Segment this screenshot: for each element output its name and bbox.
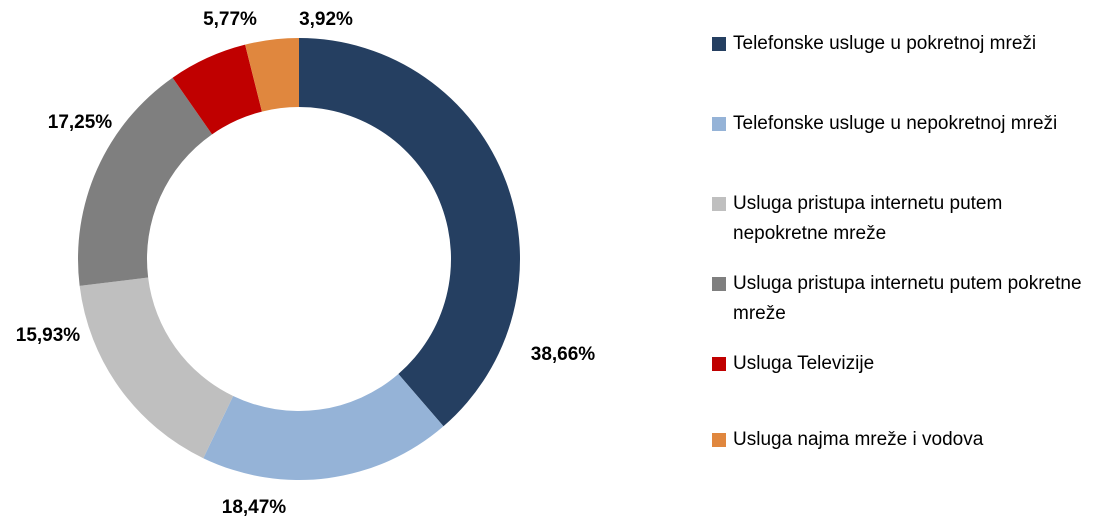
legend-entry: Telefonske usluge u nepokretnoj mreži [712,109,1082,139]
legend-entry: Usluga Televizije [712,349,1082,379]
donut-segment [172,44,262,135]
data-label: 3,92% [299,9,353,30]
donut-segment [299,38,520,427]
legend-label: Telefonske usluge u nepokretnoj mreži [733,113,1058,134]
legend-swatch [712,197,726,211]
legend-swatch [712,433,726,447]
legend-label: Usluga Televizije [733,353,875,374]
legend-entry: Usluga pristupa internetu putem nepokret… [712,189,1082,249]
donut-segment [79,277,234,459]
legend-entry: Usluga najma mreže i vodova [712,425,1082,455]
legend-swatch [712,37,726,51]
legend-label: Usluga pristupa internetu putem pokretne… [733,273,1082,324]
legend-label: Telefonske usluge u pokretnoj mreži [733,33,1037,54]
donut-segment [203,374,444,481]
donut-segment [78,77,213,286]
data-label: 18,47% [222,497,287,518]
legend-label: Usluga pristupa internetu putem nepokret… [733,193,1003,244]
data-label: 38,66% [531,344,596,365]
donut-segment [245,38,299,112]
legend-swatch [712,357,726,371]
data-label: 15,93% [16,325,81,346]
legend-entry: Usluga pristupa internetu putem pokretne… [712,269,1082,329]
legend-swatch [712,277,726,291]
legend-label: Usluga najma mreže i vodova [733,429,984,450]
legend-entry: Telefonske usluge u pokretnoj mreži [712,29,1082,59]
data-label: 5,77% [203,9,257,30]
legend-swatch [712,117,726,131]
data-label: 17,25% [48,112,113,133]
